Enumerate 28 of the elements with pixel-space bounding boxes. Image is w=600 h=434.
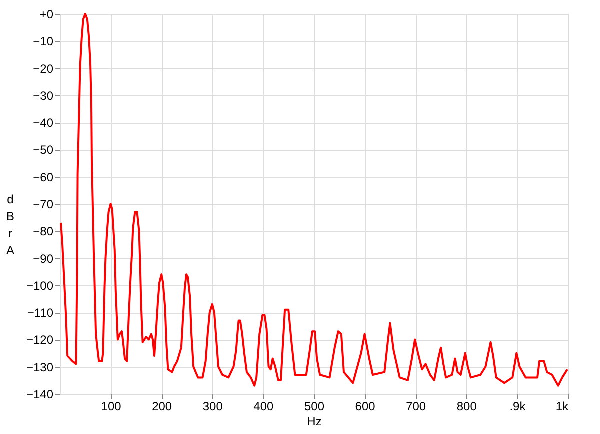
y-axis-title: dBr A — [6, 192, 15, 258]
y-tick-label: −70 — [33, 198, 54, 212]
y-tick-label: −80 — [33, 224, 54, 239]
x-axis-title: Hz — [307, 414, 322, 428]
x-tick-label: 300 — [202, 400, 224, 414]
y-tick-label: −60 — [33, 170, 54, 184]
line-series — [60, 13, 568, 387]
y-tick-label: −30 — [33, 88, 54, 103]
x-tick-label: .9k — [510, 400, 527, 414]
y-tick-label: −40 — [33, 116, 54, 130]
y-tick-label: −140 — [26, 388, 54, 402]
x-tick-label: 400 — [254, 400, 274, 414]
y-tick-label: +0 — [40, 8, 54, 22]
y-tick-label: −50 — [33, 143, 54, 158]
y-tick-label: −20 — [33, 62, 54, 76]
y-tick-label: −10 — [33, 34, 54, 49]
y-tick-label: −90 — [33, 252, 54, 266]
y-tick-label: −110 — [27, 306, 54, 320]
x-tick-label: 100 — [101, 400, 122, 414]
x-tick-label: 200 — [152, 400, 172, 414]
y-tick-label: −130 — [26, 360, 54, 374]
x-tick-label: 1k — [556, 400, 570, 414]
y-tick-label: −100 — [26, 278, 54, 293]
y-tick-label: −120 — [26, 333, 54, 348]
x-tick-label: 700 — [406, 400, 426, 414]
x-tick-label: 500 — [304, 400, 325, 414]
x-tick-label: 600 — [355, 400, 376, 414]
x-tick-label: 800 — [456, 400, 478, 414]
